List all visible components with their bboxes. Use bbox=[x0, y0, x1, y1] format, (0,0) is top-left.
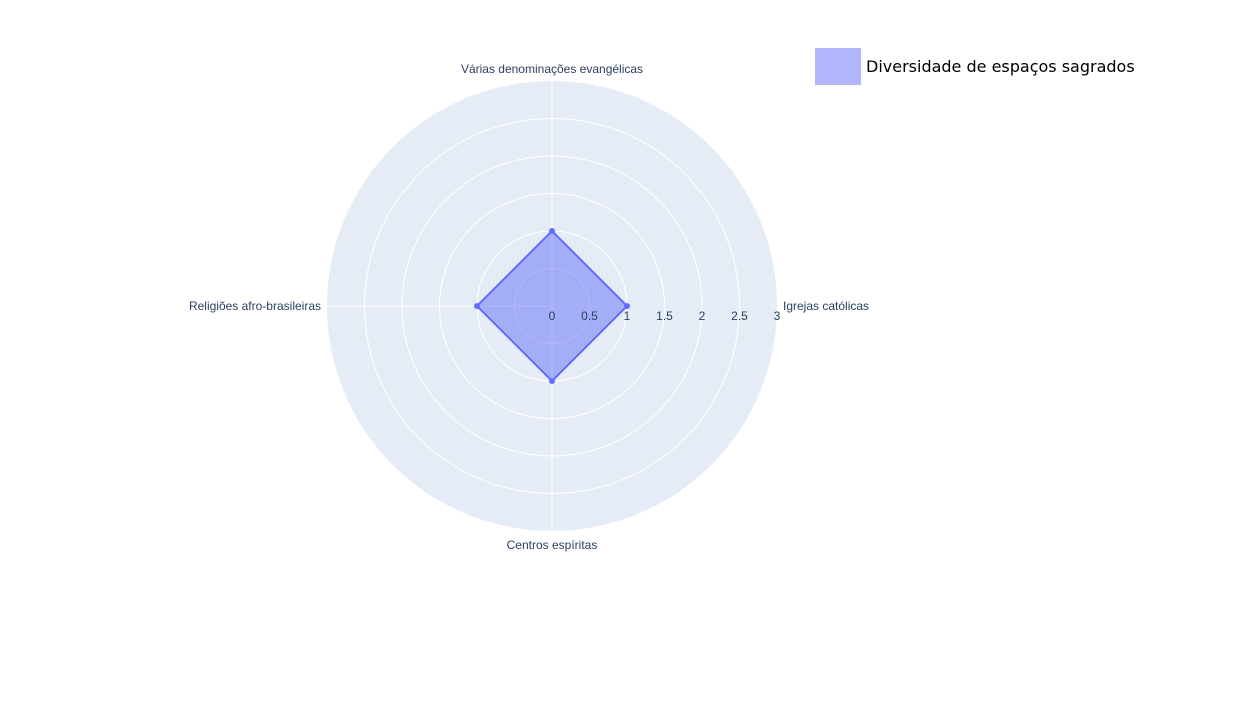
data-point-1[interactable] bbox=[549, 228, 555, 234]
category-labels: Igrejas católicas Várias denominações eva… bbox=[189, 62, 869, 552]
category-label: Centros espíritas bbox=[507, 538, 598, 552]
radial-tick-label: 2.5 bbox=[731, 309, 748, 323]
radial-tick-label: 0.5 bbox=[581, 309, 598, 323]
data-point-3[interactable] bbox=[549, 378, 555, 384]
category-label: Igrejas católicas bbox=[783, 299, 869, 313]
series-area[interactable] bbox=[474, 228, 630, 384]
radial-axis-ticks: 0 0.5 1 1.5 2 2.5 3 bbox=[549, 309, 781, 323]
legend[interactable]: Diversidade de espaços sagrados bbox=[815, 48, 1135, 85]
radial-tick-label: 1.5 bbox=[656, 309, 673, 323]
data-point-2[interactable] bbox=[474, 303, 480, 309]
data-point-0[interactable] bbox=[624, 303, 630, 309]
radial-tick-label: 2 bbox=[699, 309, 706, 323]
radial-tick-label: 0 bbox=[549, 309, 556, 323]
legend-series-name: Diversidade de espaços sagrados bbox=[866, 57, 1135, 76]
category-label: Várias denominações evangélicas bbox=[461, 62, 643, 76]
radial-tick-label: 1 bbox=[624, 309, 631, 323]
category-label: Religiões afro-brasileiras bbox=[189, 299, 321, 313]
legend-swatch bbox=[815, 48, 861, 85]
radial-tick-label: 3 bbox=[774, 309, 781, 323]
